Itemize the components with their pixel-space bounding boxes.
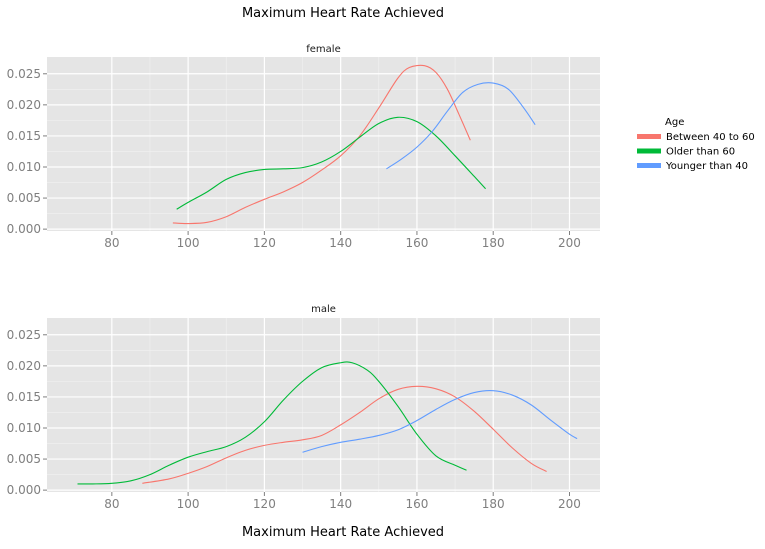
- x-tick-label: 140: [329, 236, 352, 250]
- x-tick-label: 100: [177, 236, 200, 250]
- x-tick-label: 80: [104, 497, 119, 511]
- y-tick-label: 0.020: [7, 98, 41, 112]
- panels: female 80 100 120 140 160 180 200 0.000 0.005 0.01…: [7, 44, 600, 511]
- x-tick-label: 160: [405, 497, 428, 511]
- y-tick-label: 0.025: [7, 67, 41, 81]
- series-line-between-40-to-60: [142, 385, 547, 484]
- y-tick-label: 0.000: [7, 483, 41, 497]
- x-tick-label: 100: [177, 497, 200, 511]
- x-axis-label: Maximum Heart Rate Achieved: [242, 525, 444, 540]
- legend-title: Age: [665, 117, 684, 128]
- y-tick-label: 0.015: [7, 390, 41, 404]
- panel-female: female 80 100 120 140 160 180 200 0.000 0.005 0.01…: [7, 44, 600, 250]
- series-line-younger-than-40: [302, 390, 578, 453]
- legend-label-older-than-60: Older than 60: [666, 147, 735, 158]
- series-line-older-than-60: [176, 116, 486, 210]
- y-tick-label: 0.010: [7, 421, 41, 435]
- series-line-older-than-60: [77, 361, 467, 485]
- panel-background: [47, 57, 600, 231]
- legend: Age Between 40 to 60 Older than 60 Younger…: [637, 117, 755, 172]
- y-tick-label: 0.015: [7, 129, 41, 143]
- x-tick-label: 160: [405, 236, 428, 250]
- panel-label-female: female: [306, 44, 340, 55]
- x-tick-label: 140: [329, 497, 352, 511]
- series-line-younger-than-40: [386, 82, 536, 170]
- chart-title: Maximum Heart Rate Achieved: [242, 6, 444, 21]
- x-tick-label: 200: [558, 236, 581, 250]
- y-tick-label: 0.010: [7, 160, 41, 174]
- legend-label-between-40-to-60: Between 40 to 60: [666, 132, 755, 143]
- y-tick-label: 0.025: [7, 328, 41, 342]
- y-tick-label: 0.020: [7, 359, 41, 373]
- x-tick-label: 180: [482, 236, 505, 250]
- y-tick-label: 0.000: [7, 222, 41, 236]
- series-line-between-40-to-60: [172, 64, 471, 225]
- legend-key-younger-than-40: [637, 163, 661, 168]
- legend-key-between-40-to-60: [637, 134, 661, 139]
- x-tick-label: 120: [253, 497, 276, 511]
- legend-label-younger-than-40: Younger than 40: [665, 161, 748, 172]
- x-tick-label: 120: [253, 236, 276, 250]
- legend-key-older-than-60: [637, 148, 661, 154]
- y-tick-label: 0.005: [7, 452, 41, 466]
- panel-label-male: male: [311, 304, 336, 315]
- x-tick-label: 200: [558, 497, 581, 511]
- x-tick-label: 80: [104, 236, 119, 250]
- y-tick-label: 0.005: [7, 191, 41, 205]
- panel-background: [47, 318, 600, 492]
- x-tick-label: 180: [482, 497, 505, 511]
- panel-male: male 80 100 120 140 160 180 200 0.000 0.005 0.010 0…: [7, 304, 600, 511]
